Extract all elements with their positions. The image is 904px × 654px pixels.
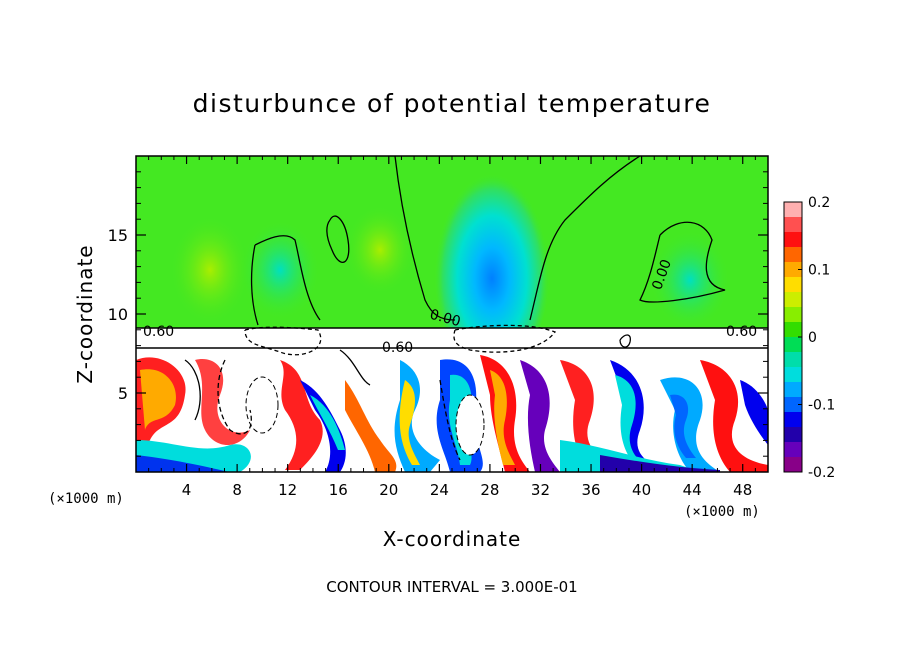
colorbar-swatch [784, 367, 802, 383]
chart-title: disturbunce of potential temperature [193, 89, 712, 118]
colorbar-swatch [784, 217, 802, 233]
y-axis: 5 10 15 [108, 171, 768, 457]
colorbar-label: 0.2 [808, 195, 830, 211]
colorbar-label: -0.2 [808, 465, 835, 481]
cool-anomaly-left [240, 220, 320, 320]
contour-labels: 0.60 0.60 0.60 0.00 0.00 [143, 257, 757, 356]
contour-label: 0.60 [143, 324, 174, 340]
x-tick-label: 28 [480, 481, 499, 499]
colorbar-swatch [784, 232, 802, 248]
x-tick-label: 40 [632, 481, 651, 499]
colorbar-swatch [784, 262, 802, 278]
colorbar-swatch [784, 202, 802, 218]
plot-area: 0.60 0.60 0.60 0.00 0.00 [136, 156, 768, 472]
x-tick-label: 32 [531, 481, 550, 499]
colorbar-swatch [784, 442, 802, 458]
colorbar-swatch [784, 412, 802, 428]
y-tick-label: 5 [118, 384, 128, 403]
colorbar-swatch [784, 397, 802, 413]
contour-lines [184, 156, 726, 461]
x-tick-label: 48 [733, 481, 752, 499]
colorbar-swatch [784, 307, 802, 323]
x-tick-label: 12 [278, 481, 297, 499]
colorbar-swatch [784, 382, 802, 398]
x-tick-label: 16 [329, 481, 348, 499]
lower-structures [136, 355, 768, 472]
x-tick-label: 8 [232, 481, 242, 499]
colorbar-swatch [784, 292, 802, 308]
x-tick-label: 20 [379, 481, 398, 499]
colorbar-label: 0 [808, 330, 817, 346]
cool-anomaly-right [650, 230, 730, 330]
colorbar-swatch [784, 427, 802, 443]
contour-interval-footer: CONTOUR INTERVAL = 3.000E-01 [326, 578, 577, 596]
x-tick-label: 44 [683, 481, 702, 499]
x-axis: 4 8 12 16 20 24 28 32 36 40 44 48 [148, 156, 756, 499]
y-tick-label: 10 [108, 305, 128, 324]
colorbar-label: -0.1 [808, 398, 835, 414]
warm-anomaly-left [170, 215, 250, 325]
cold-plume [434, 163, 550, 373]
stable-layer [136, 328, 768, 350]
colorbar-swatch [784, 322, 802, 338]
x-tick-label: 4 [182, 481, 192, 499]
x-tick-label: 36 [581, 481, 600, 499]
colorbar-swatch [784, 337, 802, 353]
colorbar-label: 0.1 [808, 263, 830, 279]
y-axis-label: Z-coordinate [73, 244, 97, 383]
y-tick-label: 15 [108, 226, 128, 245]
x-unit-left: (×1000 m) [48, 491, 124, 507]
contour-label: 0.00 [428, 307, 462, 331]
x-unit-right: (×1000 m) [684, 504, 760, 520]
contour-label: 0.60 [726, 324, 757, 340]
colorbar-swatch [784, 247, 802, 263]
colorbar-swatch [784, 277, 802, 293]
colorbar: 0.2 0.1 0 -0.1 -0.2 [783, 195, 835, 481]
colorbar-swatch [784, 457, 802, 473]
x-axis-label: X-coordinate [383, 527, 522, 551]
colorbar-swatch [784, 352, 802, 368]
warm-anomaly-mid [345, 205, 415, 295]
x-tick-label: 24 [430, 481, 449, 499]
contour-label: 0.60 [382, 340, 413, 356]
